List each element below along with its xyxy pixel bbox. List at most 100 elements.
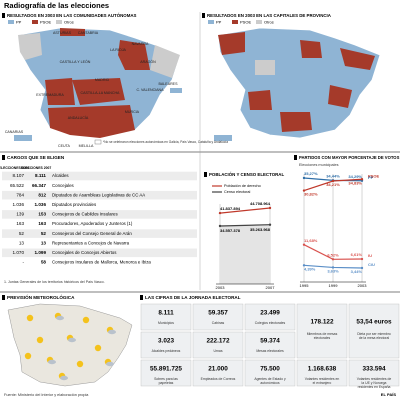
cell: 13 [19,240,25,245]
region-label: CASTILLA Y LEÓN [60,59,91,64]
sun-icon [94,344,102,352]
series-line [219,224,271,227]
stat-value: 23.499 [260,310,280,317]
cloud-icon [60,375,68,381]
series-line [219,207,271,214]
legend-label: PP [216,19,222,24]
point [268,206,272,210]
cell: Alcaldes [52,173,69,178]
map-note: *No se celebraron elecciones autonómicas… [103,140,228,144]
sun-icon [26,314,34,322]
stat-box [140,303,192,331]
cloud-icon [106,361,114,367]
stat-box [348,303,400,359]
cloud-icon [108,329,116,335]
value-label: 30,82% [304,192,318,197]
cell: 65.522 [10,183,24,188]
stat-value: 53,54 euros [356,319,392,326]
region-label: MELILLA [79,144,94,148]
row-band [2,258,197,267]
row-band [2,238,197,248]
cell: Concejales [52,183,75,188]
legend-swatch [256,20,262,24]
point [302,264,306,267]
sun-icon [36,336,44,344]
stat-box [140,331,192,359]
value-label: 4,39% [304,266,316,271]
value-label: 3,44% [351,269,363,274]
cloud-icon [48,359,56,365]
value-label: 34,29% [348,174,362,179]
stat-box [192,303,244,331]
stat-box [296,359,348,387]
point [218,211,222,215]
row-band [2,190,197,200]
row-band [2,248,197,258]
cell: 163 [38,221,46,226]
point [331,179,335,183]
stat-box [192,359,244,387]
point [331,266,335,269]
stat-label: Alcaldes pedáneos [152,349,181,353]
cell: Representantes a Concejos de Navarra [52,240,130,245]
stat-value: 333.594 [362,366,386,373]
cell: 784 [16,192,24,197]
legend-label: Otros [64,19,74,24]
stat-value: 59.374 [260,338,280,345]
value-label: 6,61% [351,252,363,257]
point [302,176,306,180]
region-label: MURCIA [125,110,140,114]
legend-label: PSOE [40,19,51,24]
stat-label: Cabinas [212,321,225,325]
stat-value: 21.000 [208,366,228,373]
x-tick-label: 2003 [216,285,226,290]
row-band [2,219,197,229]
cell: 52 [41,231,47,236]
cloud-icon [56,315,64,321]
point [360,257,364,261]
row-band [2,171,197,181]
x-tick-label: 1995 [300,283,310,288]
cell: 66.347 [32,183,46,188]
stat-box [244,359,296,387]
credit: EL PAÍS [381,392,397,397]
stat-value: 222.172 [206,338,230,345]
stat-value: 75.500 [260,366,280,373]
heading-marker [294,155,297,160]
stat-label: Mesas electorales [256,349,284,353]
value-label: 34,21% [326,182,340,187]
region-label: C. VALENCIANA [136,88,164,92]
point [268,223,272,226]
value-label: 6,52% [327,252,339,257]
row-band [2,200,197,210]
cell: 1.036 [35,202,47,207]
value-label: 35,27% [304,171,318,176]
series-name: PSOE [368,173,379,178]
stat-value: 55.891.725 [150,366,182,373]
point [302,189,306,192]
region-label: CASTILLA-LA MANCHA [81,91,121,95]
stat-label: Miembros de mesas electorales [307,332,338,340]
heading-marker [2,13,5,18]
cell: 812 [38,192,46,197]
legend-swatch [232,20,238,24]
legend-swatch [8,20,14,24]
point [218,224,222,228]
cell: 139 [16,212,24,217]
sun-icon [82,316,90,324]
note-swatch [94,139,102,145]
section-heading: PREVISIÓN METEOROLÓGICA [7,293,75,300]
point [360,178,364,181]
region-label: ASTURIAS [53,31,72,35]
row-band [2,181,197,190]
region-label: BALEARES [159,82,179,86]
value-label: 34,44% [326,173,340,178]
stat-box [244,303,296,331]
legend-label: Otros [264,19,274,24]
legend-swatch [208,20,214,24]
region-label: ANDALUCÍA [68,116,89,120]
cell: Consejeros de Cabildos Insulares [52,212,118,217]
cell: 153 [38,212,46,217]
x-tick-label: 2003 [358,283,368,288]
